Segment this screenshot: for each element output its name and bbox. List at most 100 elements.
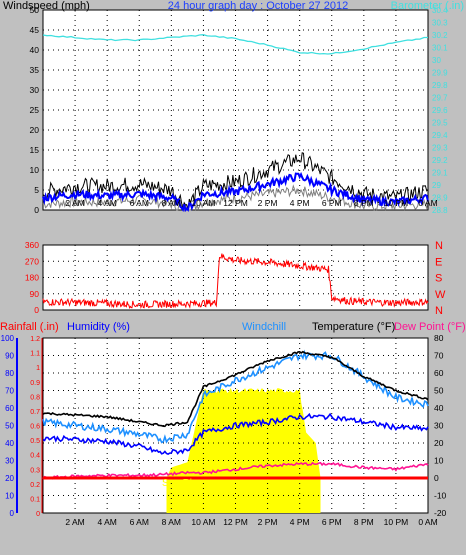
x-tick-label: 0 AM <box>418 198 437 208</box>
x-tick-label: 12 PM <box>223 517 248 527</box>
windspeed-tick-label: 30 <box>30 85 40 95</box>
windspeed-max-line <box>42 152 429 211</box>
humidity-tick-label: 0 <box>10 509 15 518</box>
dewpoint-line <box>42 461 429 480</box>
barometer-tick-label: 28.8 <box>432 206 448 215</box>
humidity-tick-label: 20 <box>5 474 14 483</box>
compass-tick-label: E <box>435 256 442 268</box>
windspeed-axis-label: Windspeed (mph) <box>3 0 90 12</box>
humidity-tick-label: 90 <box>5 352 14 361</box>
x-tick-label: 10 AM <box>191 198 215 208</box>
legend-humidity: Humidity (%) <box>67 321 130 333</box>
temperature-line <box>42 350 429 428</box>
legend-dewpoint: Dew Point (°F) <box>394 321 466 333</box>
direction-tick-label: 360 <box>25 240 39 250</box>
windspeed-tick-label: 10 <box>30 165 40 175</box>
windspeed-tick-label: 40 <box>30 45 40 55</box>
x-tick-label: 6 AM <box>130 517 149 527</box>
temperature-tick-label: 50 <box>434 386 444 396</box>
x-tick-label: 8 AM <box>162 198 181 208</box>
temperature-tick-label: 60 <box>434 368 444 378</box>
graph-title: 24 hour graph day : October 27 2012 <box>168 0 348 12</box>
legend-windchill: Windchill <box>242 321 286 333</box>
humidity-tick-label: 10 <box>5 492 14 501</box>
temperature-panel: 0 0.1 0.2 0.3 0.4 0.5 0.6 0.7 0.8 0.9 1 1.1 1.2 0 10 2… <box>0 321 466 527</box>
rainfall-tick-label: 1.1 <box>30 351 40 358</box>
x-tick-label: 8 PM <box>354 198 374 208</box>
x-tick-label: 0 AM <box>418 517 437 527</box>
windspeed-tick-label: 50 <box>30 5 40 15</box>
temperature-tick-label: 30 <box>434 421 444 431</box>
humidity-tick-label: 70 <box>5 387 14 396</box>
barometer-tick-label: 29 <box>432 181 441 190</box>
barometer-tick-label: 29.4 <box>432 131 448 140</box>
humidity-tick-label: 100 <box>1 334 15 343</box>
temperature-tick-label: 40 <box>434 403 444 413</box>
rainfall-tick-label: 1 <box>36 365 40 372</box>
wind-panel: 0 5 10 15 20 25 30 35 40 45 50 28.8 28.9 29 29.1 29.2 2… <box>3 0 464 215</box>
compass-tick-label: S <box>435 273 442 285</box>
direction-tick-label: 0 <box>34 305 39 315</box>
direction-tick-label: 270 <box>25 256 39 266</box>
windspeed-tick-label: 45 <box>30 25 40 35</box>
x-tick-label: 2 PM <box>258 517 278 527</box>
humidity-tick-label: 40 <box>5 439 14 448</box>
x-tick-label: 2 AM <box>65 198 84 208</box>
compass-tick-label: N <box>435 305 443 317</box>
sunshine-area <box>166 387 321 513</box>
temperature-tick-label: 70 <box>434 351 444 361</box>
barometer-tick-label: 29.7 <box>432 94 448 103</box>
x-tick-label: 10 PM <box>384 198 409 208</box>
barometer-tick-label: 30.4 <box>432 6 448 15</box>
x-tick-label: 6 PM <box>322 198 342 208</box>
windchill-line <box>42 349 429 444</box>
humidity-line <box>42 412 429 455</box>
direction-tick-label: 180 <box>25 273 39 283</box>
legend-rainfall: Rainfall (.in) <box>0 321 59 333</box>
windspeed-tick-label: 0 <box>34 205 39 215</box>
rainfall-tick-label: 0.2 <box>30 482 40 489</box>
barometer-axis-label: Barometer (.in) <box>391 0 464 12</box>
direction-tick-label: 90 <box>30 289 40 299</box>
temperature-tick-label: -10 <box>434 491 447 501</box>
x-tick-label: 4 PM <box>290 198 310 208</box>
barometer-tick-label: 29.9 <box>432 69 448 78</box>
wind-direction-line <box>42 253 429 310</box>
windspeed-avg-line <box>42 171 429 213</box>
rainfall-tick-label: 0.3 <box>30 467 40 474</box>
windspeed-min-line <box>42 184 429 212</box>
humidity-tick-label: 50 <box>5 422 14 431</box>
temperature-tick-label: 80 <box>434 333 444 343</box>
barometer-line <box>42 34 428 55</box>
rainfall-tick-label: 0.8 <box>30 394 40 401</box>
temperature-tick-label: 20 <box>434 438 444 448</box>
rainfall-tick-label: 0.1 <box>30 496 40 503</box>
barometer-tick-label: 29.3 <box>432 144 448 153</box>
barometer-tick-label: 30.1 <box>432 44 448 53</box>
x-tick-label: 6 PM <box>322 517 342 527</box>
compass-tick-label: N <box>435 240 443 252</box>
barometer-tick-label: 29.6 <box>432 106 448 115</box>
x-tick-label: 12 PM <box>223 198 248 208</box>
sunrise-annotation: Sun Rise <box>162 478 203 489</box>
x-tick-label: 6 AM <box>130 198 149 208</box>
x-tick-label: 8 PM <box>354 517 374 527</box>
barometer-tick-label: 30 <box>432 56 441 65</box>
x-tick-label: 10 AM <box>191 517 215 527</box>
windspeed-tick-label: 5 <box>34 185 39 195</box>
rainfall-tick-label: 0.4 <box>30 453 40 460</box>
x-tick-label: 2 PM <box>258 198 278 208</box>
barometer-tick-label: 30.2 <box>432 31 448 40</box>
barometer-tick-label: 28.9 <box>432 194 448 203</box>
humidity-tick-label: 80 <box>5 369 14 378</box>
windspeed-tick-label: 15 <box>30 145 40 155</box>
temperature-tick-label: 0 <box>434 473 439 483</box>
x-tick-label: 2 AM <box>65 517 84 527</box>
humidity-tick-label: 60 <box>5 404 14 413</box>
barometer-tick-label: 30.3 <box>432 19 448 28</box>
windspeed-tick-label: 35 <box>30 65 40 75</box>
humidity-tick-label: 30 <box>5 457 14 466</box>
rainfall-tick-label: 0.9 <box>30 380 40 387</box>
